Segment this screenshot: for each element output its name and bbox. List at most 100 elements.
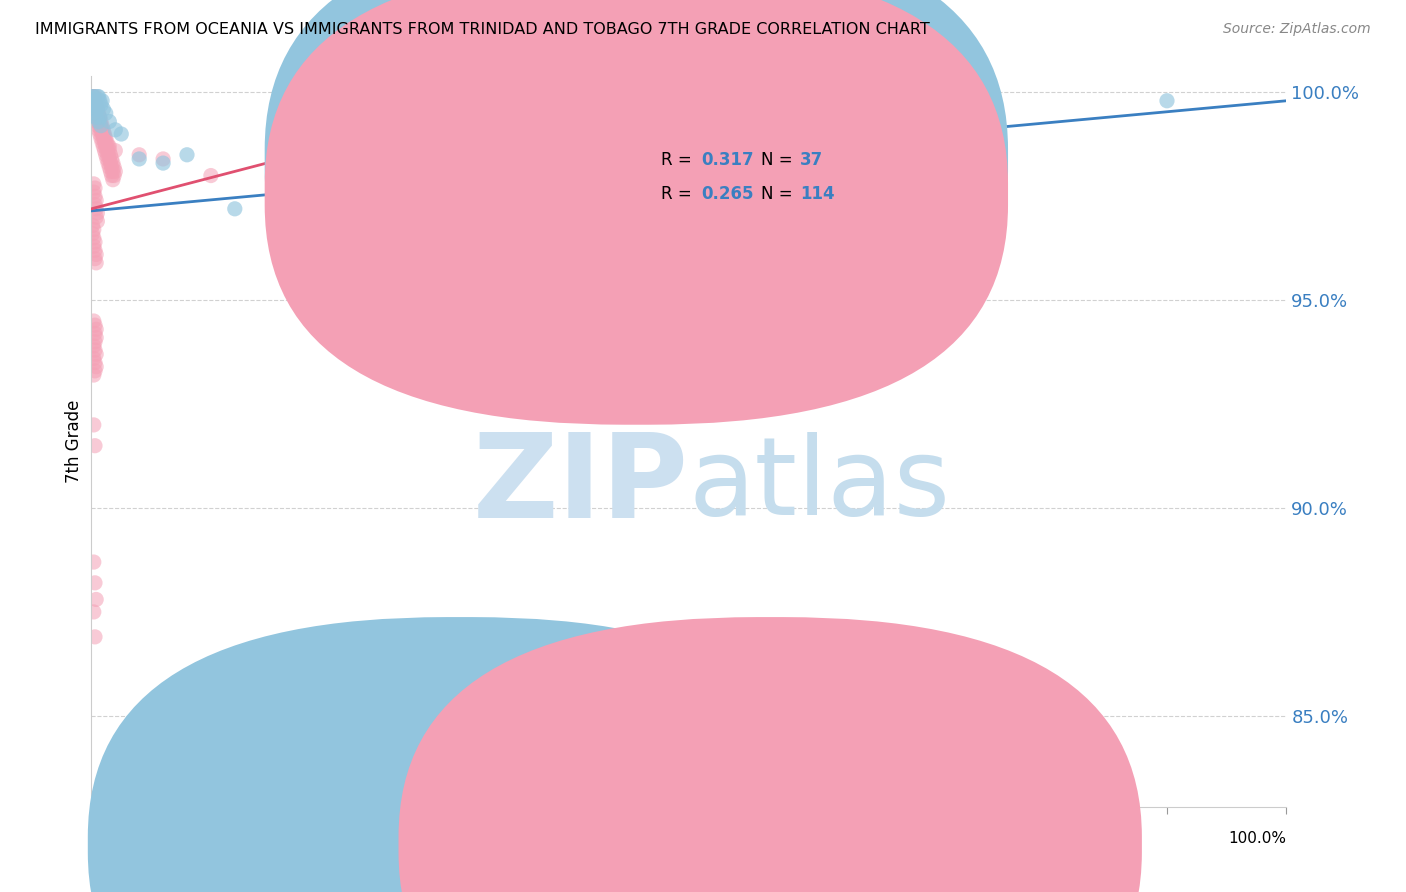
Point — [98, 161, 121, 175]
Point — [84, 592, 107, 607]
Point — [94, 136, 117, 150]
Point — [87, 114, 110, 128]
Point — [98, 144, 121, 158]
Point — [84, 94, 107, 108]
Point — [84, 318, 107, 333]
Point — [84, 111, 107, 125]
Point — [83, 314, 105, 328]
FancyBboxPatch shape — [264, 0, 1008, 391]
Point — [84, 114, 107, 128]
Point — [84, 439, 107, 453]
Point — [100, 152, 122, 166]
Point — [224, 202, 246, 216]
Point — [83, 185, 105, 199]
Point — [93, 144, 115, 158]
Point — [86, 119, 108, 133]
Point — [83, 94, 105, 108]
Point — [82, 102, 104, 116]
Point — [84, 326, 107, 341]
Point — [917, 98, 939, 112]
Point — [104, 164, 127, 178]
Point — [84, 630, 107, 644]
Y-axis label: 7th Grade: 7th Grade — [65, 400, 83, 483]
Point — [83, 605, 105, 619]
Point — [83, 368, 105, 382]
Point — [87, 114, 110, 128]
Point — [83, 555, 105, 569]
Point — [104, 144, 127, 158]
Point — [91, 136, 114, 150]
Point — [82, 98, 104, 112]
Point — [93, 131, 115, 145]
Point — [100, 164, 122, 178]
Point — [84, 98, 107, 112]
Text: 100.0%: 100.0% — [1229, 830, 1286, 846]
Point — [84, 235, 107, 249]
Point — [128, 148, 150, 162]
Point — [86, 111, 108, 125]
Text: ZIP: ZIP — [472, 428, 689, 543]
Point — [83, 98, 105, 112]
Point — [83, 89, 105, 103]
Text: atlas: atlas — [689, 433, 950, 539]
Point — [89, 111, 111, 125]
Point — [93, 131, 114, 145]
Point — [96, 152, 118, 166]
Point — [1156, 94, 1178, 108]
Point — [84, 89, 107, 103]
Point — [152, 156, 174, 170]
Point — [90, 123, 112, 137]
Point — [82, 94, 104, 108]
Point — [98, 139, 121, 153]
Point — [84, 364, 107, 378]
Text: R =: R = — [661, 186, 697, 203]
Point — [295, 219, 318, 233]
Text: Immigrants from Oceania: Immigrants from Oceania — [479, 837, 675, 851]
Point — [84, 98, 107, 112]
Point — [83, 351, 105, 366]
Point — [343, 227, 366, 241]
Point — [97, 139, 120, 153]
Point — [97, 156, 120, 170]
Point — [90, 114, 112, 128]
Point — [450, 239, 472, 253]
Point — [90, 98, 112, 112]
Point — [797, 161, 820, 175]
Text: Immigrants from Trinidad and Tobago: Immigrants from Trinidad and Tobago — [790, 837, 1077, 851]
Point — [84, 210, 107, 224]
Point — [84, 256, 107, 270]
Point — [84, 331, 107, 345]
Point — [94, 139, 117, 153]
Point — [498, 172, 520, 186]
Point — [89, 94, 111, 108]
Point — [83, 102, 105, 116]
Point — [176, 148, 198, 162]
Point — [84, 189, 107, 203]
Point — [83, 106, 105, 120]
Point — [91, 119, 114, 133]
Point — [87, 106, 110, 120]
Point — [83, 239, 105, 253]
Point — [84, 244, 107, 258]
Point — [90, 119, 112, 133]
Text: 37: 37 — [800, 151, 824, 169]
Point — [87, 123, 110, 137]
Point — [93, 127, 114, 141]
Point — [89, 127, 111, 141]
Text: Source: ZipAtlas.com: Source: ZipAtlas.com — [1223, 22, 1371, 37]
Point — [82, 89, 104, 103]
Point — [87, 111, 110, 125]
Text: 114: 114 — [800, 186, 835, 203]
Point — [89, 111, 111, 125]
Point — [976, 94, 998, 108]
Point — [91, 94, 114, 108]
Point — [94, 131, 117, 145]
Point — [100, 148, 122, 162]
Point — [100, 161, 122, 175]
Point — [84, 343, 107, 358]
Text: IMMIGRANTS FROM OCEANIA VS IMMIGRANTS FROM TRINIDAD AND TOBAGO 7TH GRADE CORRELA: IMMIGRANTS FROM OCEANIA VS IMMIGRANTS FR… — [35, 22, 929, 37]
Point — [84, 197, 107, 211]
Point — [89, 114, 111, 128]
Text: 0.0%: 0.0% — [91, 830, 131, 846]
Point — [101, 164, 124, 178]
